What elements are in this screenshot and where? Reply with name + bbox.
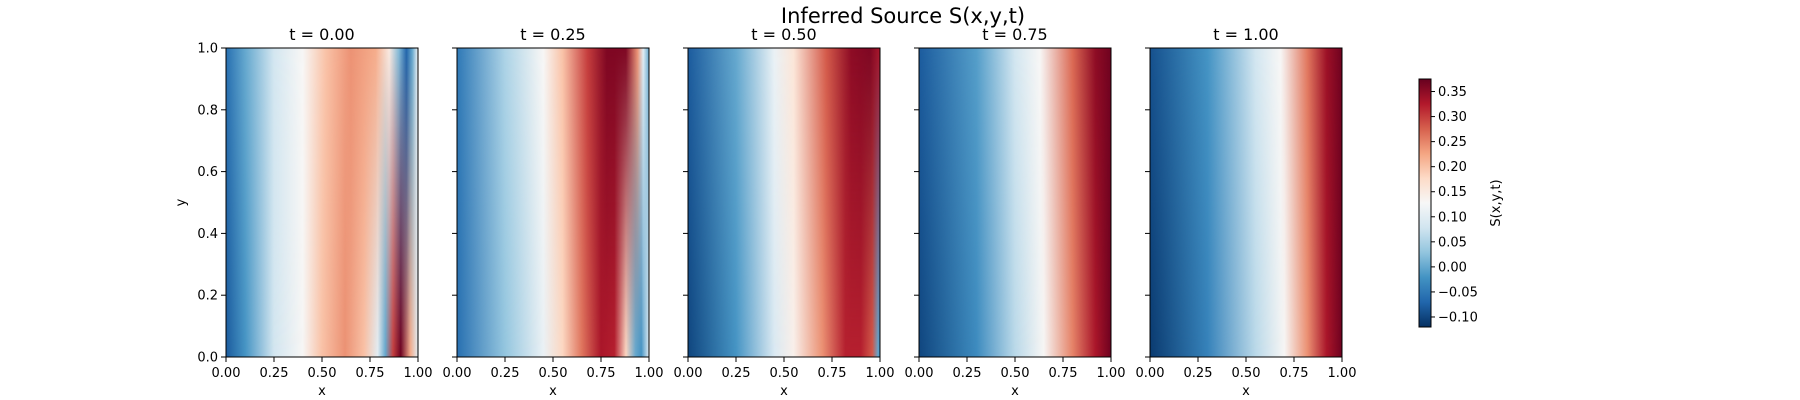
x-tick-label: 1.00	[1097, 366, 1126, 381]
heatmap-field-top	[919, 48, 1111, 357]
x-tick-label: 0.50	[539, 366, 568, 381]
heatmap-panel-4: t = 1.00 0.00 0.25 0.50 0.75 1.00 x	[1136, 25, 1357, 399]
colorbar-tick-label: −0.10	[1438, 310, 1478, 325]
x-tick-label: 0.75	[356, 366, 385, 381]
colorbar-bar	[1418, 78, 1432, 328]
heatmap-field-top	[688, 48, 880, 357]
colorbar-tick-label: 0.30	[1438, 110, 1467, 125]
x-axis-label: x	[780, 384, 788, 399]
x-tick-label: 0.00	[1136, 366, 1165, 381]
colorbar-tick-label: 0.25	[1438, 135, 1467, 150]
x-tick-label: 0.50	[308, 366, 337, 381]
figure-title: Inferred Source S(x,y,t)	[781, 4, 1025, 28]
panel-title: t = 0.00	[289, 25, 354, 44]
x-tick-label: 0.25	[1184, 366, 1213, 381]
panel-title: t = 0.75	[982, 25, 1047, 44]
heatmap-field-top	[226, 48, 418, 357]
x-tick-label: 1.00	[635, 366, 664, 381]
panel-title: t = 0.25	[520, 25, 585, 44]
heatmap-panel-2: t = 0.50 0.00 0.25 0.50 0.75 1.00 x	[674, 25, 895, 399]
x-tick-label: 0.00	[674, 366, 703, 381]
x-tick-label: 0.25	[491, 366, 520, 381]
x-tick-label: 0.25	[953, 366, 982, 381]
x-tick-label: 1.00	[866, 366, 895, 381]
x-axis-label: x	[1242, 384, 1250, 399]
y-tick-label: 0.2	[197, 289, 218, 304]
colorbar-tick-label: −0.05	[1438, 285, 1478, 300]
x-tick-label: 0.50	[770, 366, 799, 381]
y-axis-label: y	[174, 198, 189, 206]
x-tick-label: 1.00	[1328, 366, 1357, 381]
x-tick-label: 0.50	[1001, 366, 1030, 381]
panels: t = 0.00 0.00 0.25 0.50 0.75 1.00 x 0.0 0.2 0.4 0.…	[174, 25, 1356, 399]
colorbar-tick-label: 0.00	[1438, 260, 1467, 275]
x-tick-label: 0.00	[443, 366, 472, 381]
y-tick-label: 0.6	[197, 165, 218, 180]
heatmap-panel-0: t = 0.00 0.00 0.25 0.50 0.75 1.00 x 0.0 0.2 0.4 0.…	[174, 25, 432, 399]
panel-title: t = 1.00	[1213, 25, 1278, 44]
x-tick-label: 0.75	[818, 366, 847, 381]
y-tick-label: 0.4	[197, 227, 218, 242]
x-tick-label: 0.75	[1280, 366, 1309, 381]
x-tick-label: 1.00	[404, 366, 433, 381]
x-tick-label: 0.00	[212, 366, 241, 381]
colorbar-tick-label: 0.35	[1438, 85, 1467, 100]
x-tick-label: 0.25	[260, 366, 289, 381]
colorbar-tick-label: 0.05	[1438, 235, 1467, 250]
x-tick-label: 0.75	[587, 366, 616, 381]
colorbar: −0.10 −0.05 0.00 0.05 0.10 0.15 0.20 0.25 0.30 0.…	[1418, 78, 1504, 328]
y-tick-label: 0.8	[197, 103, 218, 118]
y-tick-label: 1.0	[197, 42, 218, 57]
panel-title: t = 0.50	[751, 25, 816, 44]
x-axis-label: x	[549, 384, 557, 399]
x-tick-label: 0.50	[1232, 366, 1261, 381]
heatmap-panel-1: t = 0.25 0.00 0.25 0.50 0.75 1.00 x	[443, 25, 664, 399]
heatmap-field-top	[1150, 48, 1342, 357]
y-tick-label: 0.0	[197, 351, 218, 366]
colorbar-tick-label: 0.15	[1438, 185, 1467, 200]
x-axis-label: x	[318, 384, 326, 399]
colorbar-tick-label: 0.20	[1438, 160, 1467, 175]
x-tick-label: 0.25	[722, 366, 751, 381]
x-tick-label: 0.75	[1049, 366, 1078, 381]
x-tick-label: 0.00	[905, 366, 934, 381]
colorbar-tick-label: 0.10	[1438, 210, 1467, 225]
colorbar-label: S(x,y,t)	[1489, 179, 1504, 226]
x-axis-label: x	[1011, 384, 1019, 399]
heatmap-panel-3: t = 0.75 0.00 0.25 0.50 0.75 1.00 x	[905, 25, 1126, 399]
heatmap-field-top	[457, 48, 649, 357]
